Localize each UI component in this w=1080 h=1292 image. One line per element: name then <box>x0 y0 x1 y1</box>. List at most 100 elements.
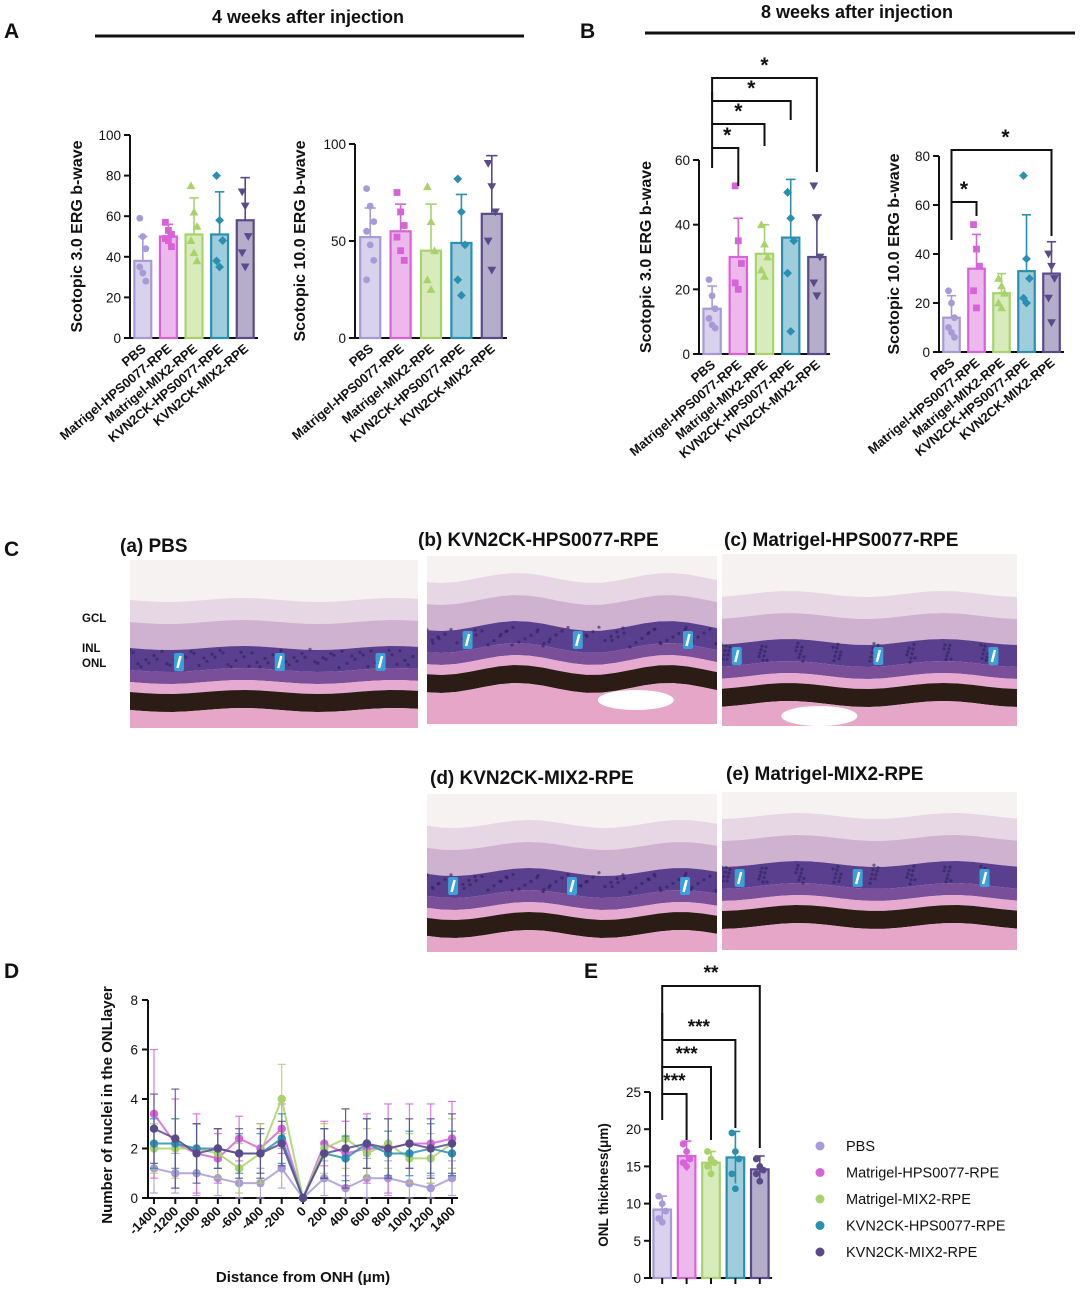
nucleus <box>517 640 521 644</box>
nucleus <box>949 879 953 883</box>
y-tick-label: 20 <box>675 282 690 297</box>
nucleus <box>597 625 601 629</box>
data-point <box>1022 254 1031 264</box>
nucleus <box>760 866 764 870</box>
nucleus <box>912 864 916 868</box>
nucleus <box>794 871 798 875</box>
data-point <box>973 245 980 253</box>
nucleus <box>947 869 951 873</box>
data-point <box>738 260 745 267</box>
nucleus <box>192 651 196 655</box>
nucleus <box>622 876 626 881</box>
data-point <box>1019 171 1028 180</box>
y-axis-label: ONL thickness(μm) <box>596 1123 611 1247</box>
data-point <box>453 275 463 285</box>
nucleus <box>910 873 914 877</box>
nucleus <box>762 875 766 880</box>
gcl-layer <box>722 591 1017 619</box>
data-point <box>704 1148 711 1155</box>
nucleus <box>535 875 539 880</box>
gcl-layer <box>427 820 717 850</box>
significance-bracket <box>661 1093 688 1140</box>
nucleus <box>130 648 132 652</box>
nucleus <box>345 661 349 665</box>
y-tick-label: 0 <box>922 345 930 360</box>
nucleus <box>683 628 687 632</box>
significance-bracket <box>950 149 1053 236</box>
significance-label: * <box>747 77 756 100</box>
nucleus <box>554 633 558 637</box>
nucleus <box>702 631 706 635</box>
nucleus <box>980 656 984 660</box>
nucleus <box>702 878 706 882</box>
data-point <box>756 220 766 229</box>
nucleus <box>229 665 233 669</box>
choroid-layer <box>427 930 717 952</box>
data-point <box>711 324 719 332</box>
nucleus <box>300 651 304 656</box>
nucleus <box>836 642 840 646</box>
nucleus <box>945 654 949 658</box>
data-point <box>400 257 408 264</box>
data-point <box>237 188 247 197</box>
nucleus <box>168 663 172 667</box>
data-point <box>142 277 150 285</box>
nucleus <box>984 658 988 663</box>
nucleus <box>366 664 370 669</box>
data-point <box>397 247 404 255</box>
thickness-marker <box>981 871 988 885</box>
series-point <box>256 1149 265 1158</box>
legend-marker <box>815 1141 825 1151</box>
onl-layer <box>130 668 418 684</box>
nucleus <box>677 631 681 636</box>
ipl-layer <box>722 613 1017 645</box>
bar-KVN2CK-MIX2-RPE <box>749 1168 770 1280</box>
nucleus <box>801 659 805 663</box>
nucleus <box>622 631 626 635</box>
nucleus <box>554 880 558 884</box>
tissue-gap <box>781 706 858 726</box>
nucleus <box>677 877 681 882</box>
data-point <box>686 1155 694 1163</box>
data-point <box>683 1163 690 1170</box>
bar-KVN2CK-MIX2-RPE <box>807 255 827 356</box>
nucleus <box>794 649 798 653</box>
nucleus <box>504 629 508 634</box>
data-point <box>752 1170 760 1178</box>
nucleus <box>473 874 477 879</box>
x-tick-label: 400 <box>326 1204 352 1230</box>
nucleus <box>205 659 209 663</box>
significance-label: * <box>960 178 969 201</box>
nucleus <box>801 881 805 885</box>
data-point <box>976 262 983 270</box>
data-point <box>393 189 401 196</box>
data-point <box>997 281 1006 290</box>
data-point <box>168 243 175 251</box>
legend-label: KVN2CK-HPS0077-RPE <box>846 1219 1006 1235</box>
y-tick-label: 100 <box>323 137 346 152</box>
nucleus <box>764 645 768 649</box>
nucleus <box>610 638 614 642</box>
y-tick-label: 100 <box>98 128 121 143</box>
nucleus <box>541 889 545 894</box>
nucleus <box>762 654 766 658</box>
data-point <box>218 236 228 245</box>
nucleus <box>943 643 947 647</box>
data-point <box>679 1140 687 1148</box>
y-tick-label: 0 <box>130 1191 138 1206</box>
retina-layers <box>427 556 717 724</box>
nucleus <box>523 637 527 641</box>
nucleus <box>944 880 948 884</box>
thickness-marker <box>277 655 283 669</box>
nucleus <box>287 663 291 667</box>
nucleus <box>727 649 731 653</box>
data-point <box>189 207 199 216</box>
series-line-KVN2CK-MIX2-RPE <box>153 1127 453 1201</box>
nucleus <box>671 635 675 639</box>
nucleus <box>597 871 601 875</box>
series-point <box>149 1124 159 1133</box>
gcl-layer <box>130 598 418 624</box>
